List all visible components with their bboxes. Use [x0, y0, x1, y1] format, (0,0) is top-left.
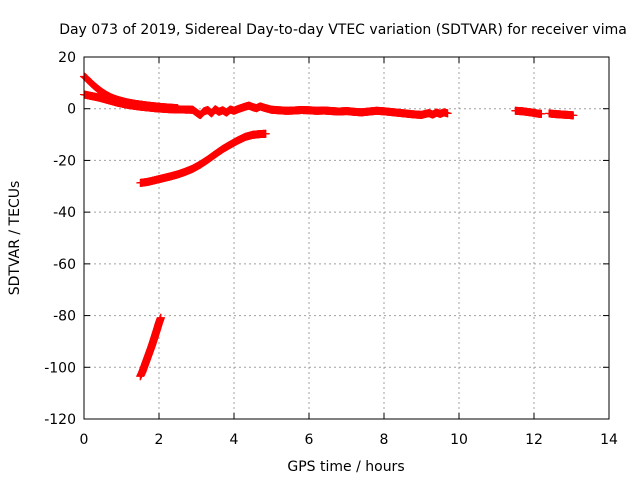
x-tick-label: 10 [450, 432, 468, 448]
x-tick-label: 6 [305, 432, 314, 448]
data-series [136, 313, 165, 381]
x-tick-label: 0 [80, 432, 89, 448]
data-series [80, 90, 452, 120]
x-tick-label: 2 [155, 432, 164, 448]
data-point [156, 313, 165, 322]
x-tick-label: 4 [230, 432, 239, 448]
data-point [443, 109, 452, 118]
plot-frame [83, 56, 610, 420]
y-tick-label: -60 [53, 257, 76, 273]
x-axis-label: GPS time / hours [287, 459, 404, 475]
y-axis: 20 0 -20 -40 -60 -80 -100 -120 [44, 50, 609, 428]
y-axis-label: SDTVAR / TECUs [7, 181, 23, 296]
data-point [537, 109, 546, 118]
grid [84, 57, 609, 419]
y-tick-label: 0 [67, 102, 76, 118]
x-tick-label: 12 [525, 432, 543, 448]
data-point [569, 111, 578, 120]
y-tick-label: -80 [53, 309, 76, 325]
y-tick-label: 20 [58, 50, 76, 66]
y-tick-label: -100 [44, 360, 76, 376]
data-series [136, 129, 270, 187]
y-tick-label: -20 [53, 153, 76, 169]
data-series [545, 109, 578, 120]
chart-title: Day 073 of 2019, Sidereal Day-to-day VTE… [59, 22, 627, 38]
x-tick-label: 8 [380, 432, 389, 448]
data-points [80, 72, 578, 381]
y-tick-label: -120 [44, 412, 76, 428]
data-series [511, 106, 546, 118]
x-axis: 0 2 4 6 8 10 12 14 [80, 57, 618, 448]
y-tick-label: -40 [53, 205, 76, 221]
data-point [261, 129, 270, 138]
x-tick-label: 14 [600, 432, 618, 448]
